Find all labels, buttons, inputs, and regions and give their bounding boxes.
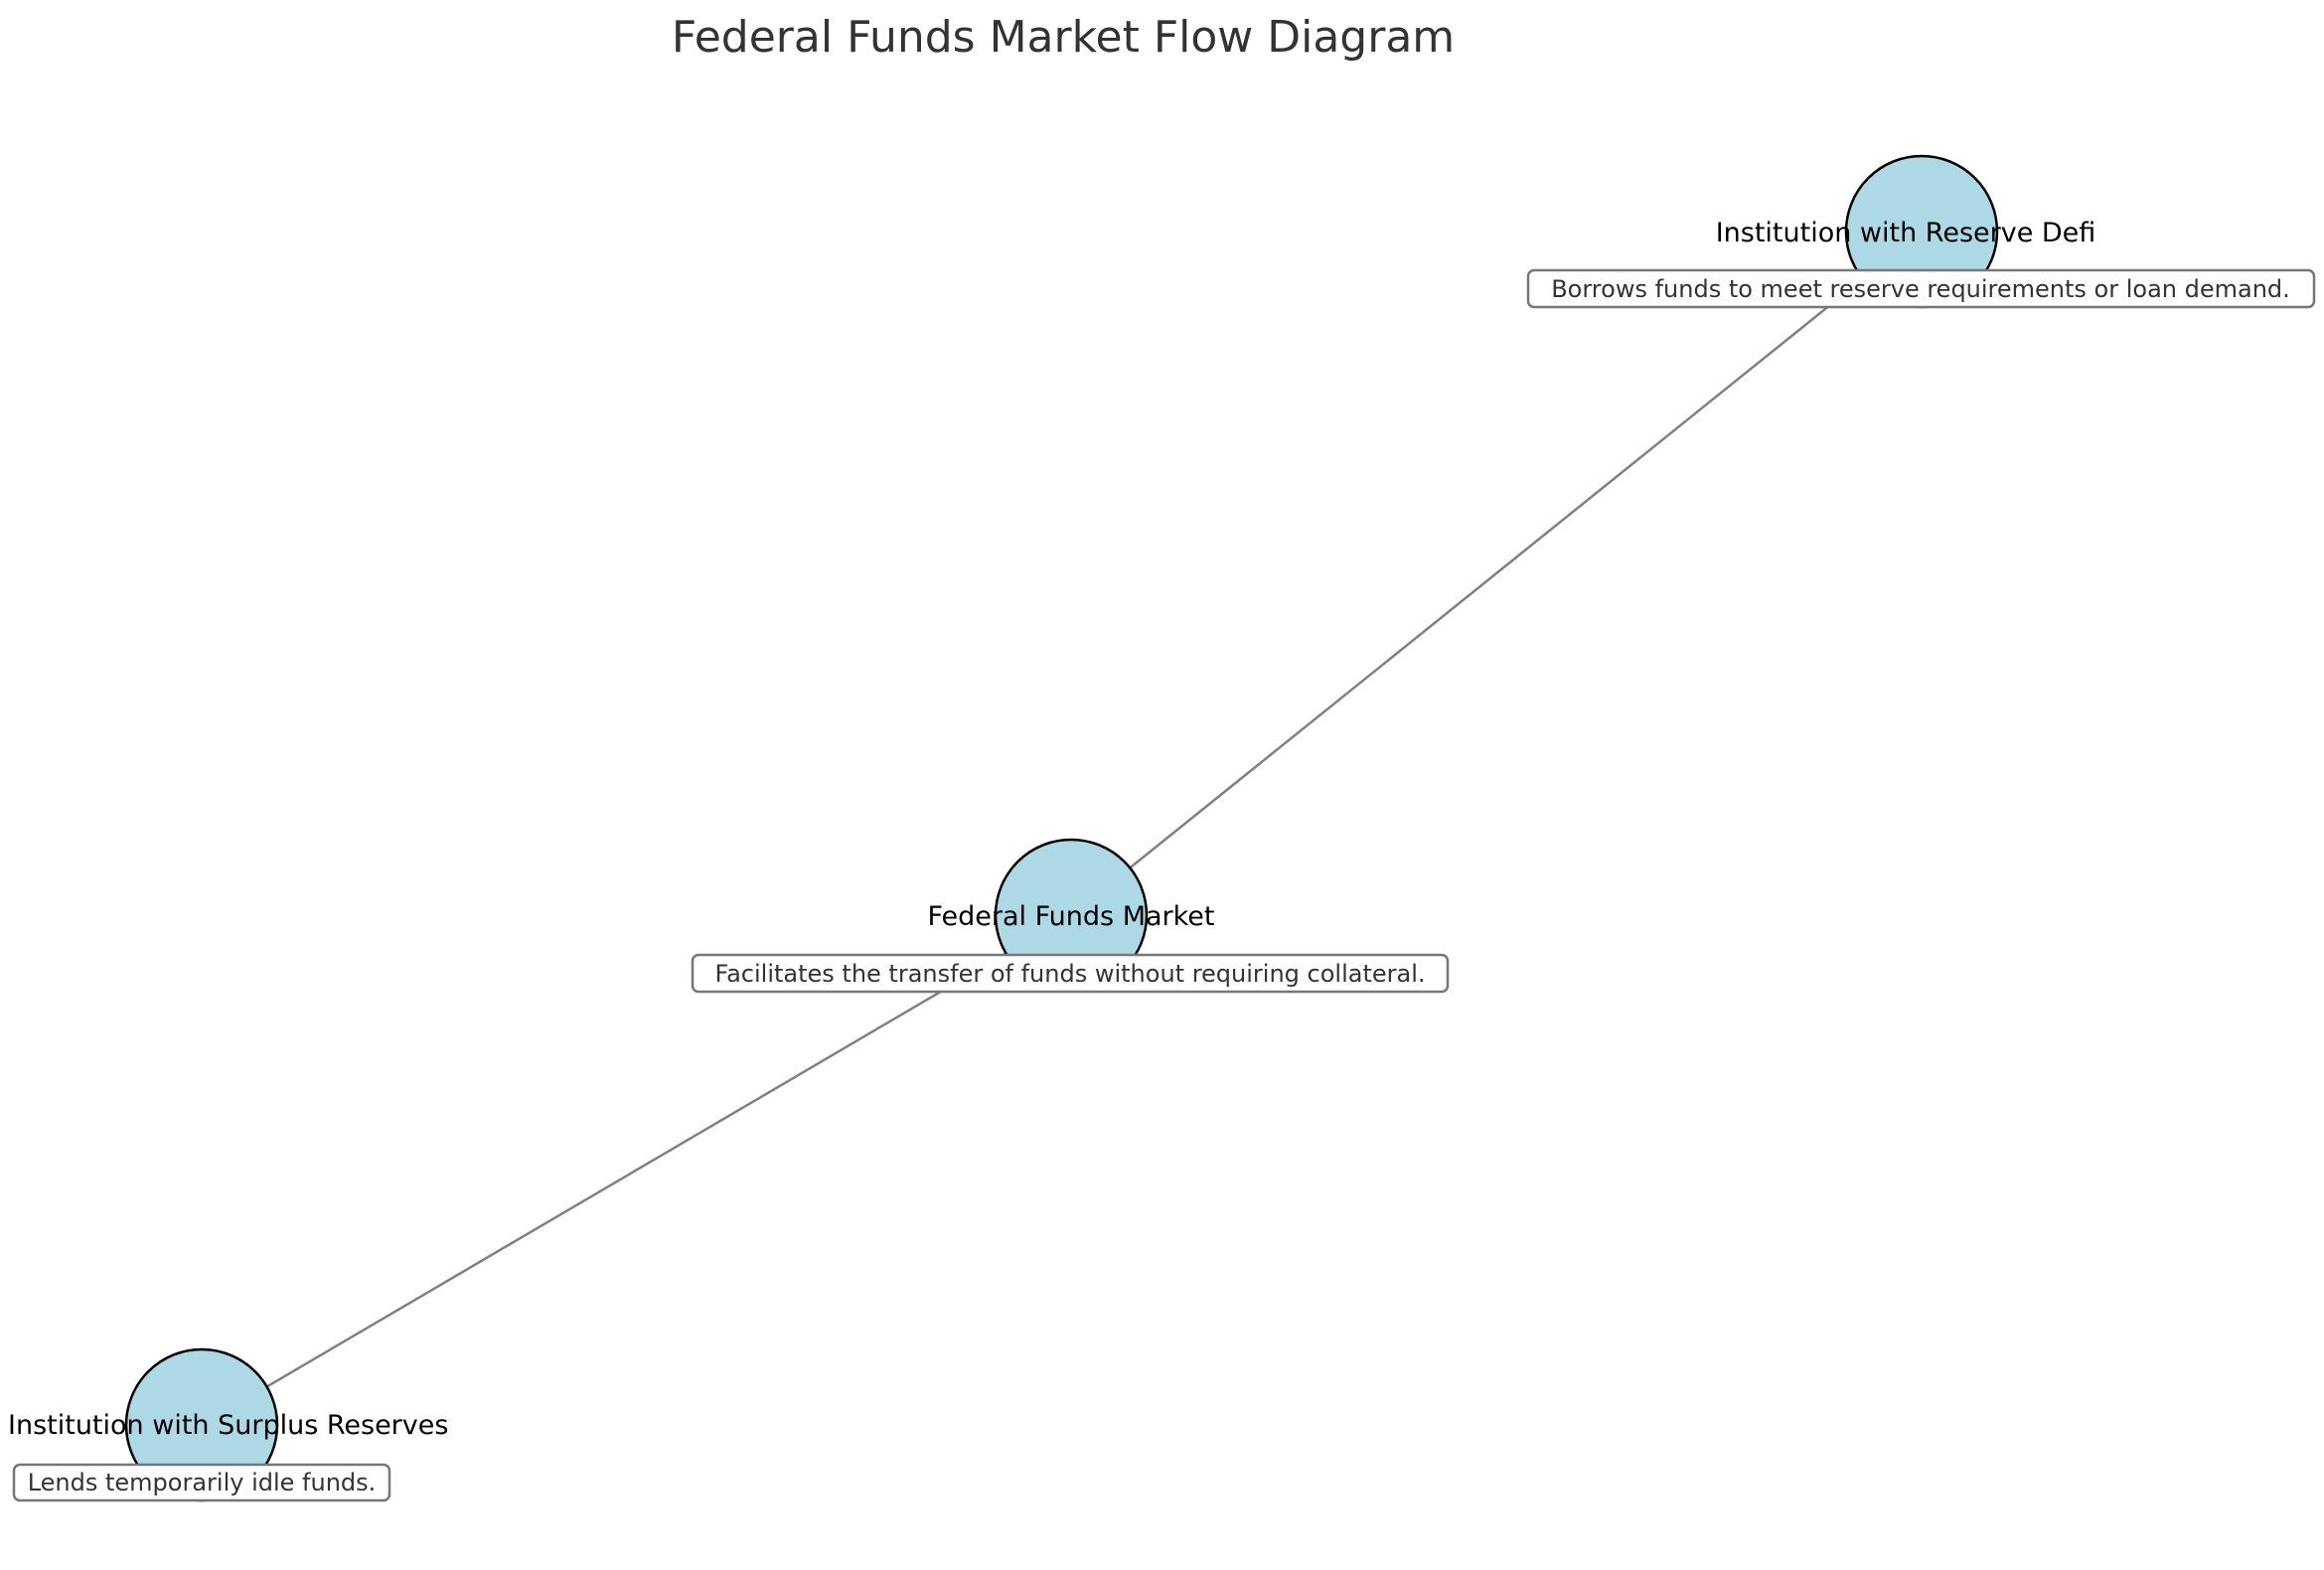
node-surplus: Institution with Surplus Reserves Lends … (8, 1347, 448, 1502)
diagram-title: Federal Funds Market Flow Diagram (672, 12, 1455, 63)
node-deficit: Institution with Reserve Defi Borrows fu… (1526, 154, 2316, 309)
description-box-surplus (12, 1463, 391, 1502)
edge-surplus-to-market (201, 913, 1072, 1427)
node-label-deficit: Institution with Reserve Defi (1716, 218, 2096, 248)
node-market: Federal Funds Market Facilitates the tra… (691, 838, 1450, 994)
edge-market-to-deficit (1070, 231, 1923, 916)
description-box-market (691, 953, 1450, 994)
description-market: Facilitates the transfer of funds withou… (714, 960, 1425, 988)
description-box-deficit (1526, 268, 2316, 309)
edges-layer (201, 231, 1923, 1427)
description-surplus: Lends temporarily idle funds. (28, 1469, 377, 1496)
node-label-surplus: Institution with Surplus Reserves (8, 1410, 448, 1441)
node-label-market: Federal Funds Market (927, 901, 1214, 932)
description-deficit: Borrows funds to meet reserve requiremen… (1551, 275, 2290, 303)
